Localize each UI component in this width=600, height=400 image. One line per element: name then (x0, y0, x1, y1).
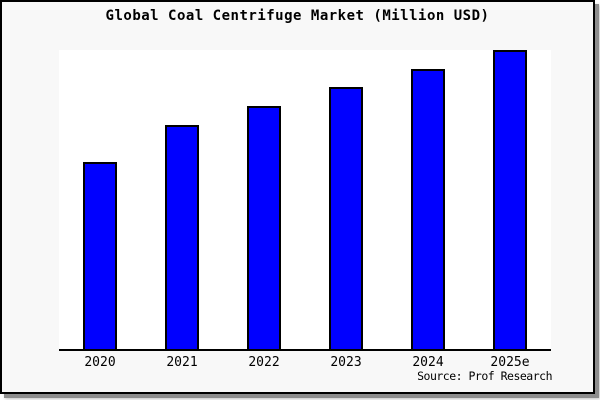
bar-2020 (82, 162, 117, 349)
bar-2023 (329, 87, 363, 349)
bar-2021 (165, 125, 199, 349)
x-tick-label-2022: 2022 (248, 355, 280, 370)
bar-2022 (247, 106, 281, 349)
source-credit: Source: Prof Research (417, 369, 552, 383)
bar-2025e (492, 50, 527, 349)
x-tick-label-2025e: 2025e (490, 355, 530, 370)
x-tick-label-2024: 2024 (412, 355, 444, 370)
plot-area (59, 50, 551, 351)
x-axis-labels: 2020 2021 2022 2023 2024 2025e (59, 355, 551, 371)
x-tick-label-2023: 2023 (330, 355, 362, 370)
x-tick-label-2021: 2021 (166, 355, 198, 370)
chart-frame: Global Coal Centrifuge Market (Million U… (0, 0, 595, 394)
chart-title: Global Coal Centrifuge Market (Million U… (105, 8, 490, 24)
bar-2024 (411, 69, 445, 349)
x-tick-label-2020: 2020 (84, 355, 116, 370)
